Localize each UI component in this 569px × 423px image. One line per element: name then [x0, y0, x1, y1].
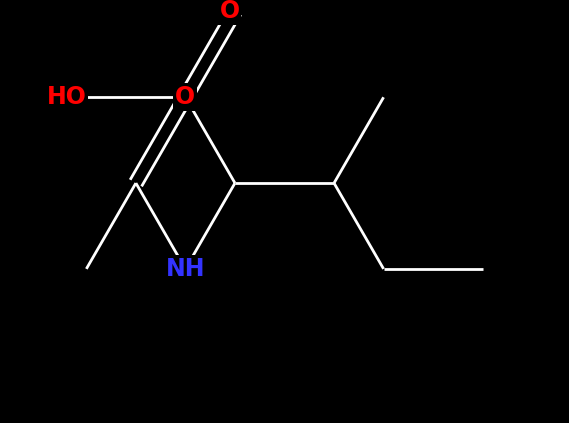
Text: HO: HO: [47, 85, 86, 109]
Text: O: O: [220, 0, 240, 24]
Text: O: O: [175, 85, 196, 109]
Text: NH: NH: [166, 257, 205, 281]
